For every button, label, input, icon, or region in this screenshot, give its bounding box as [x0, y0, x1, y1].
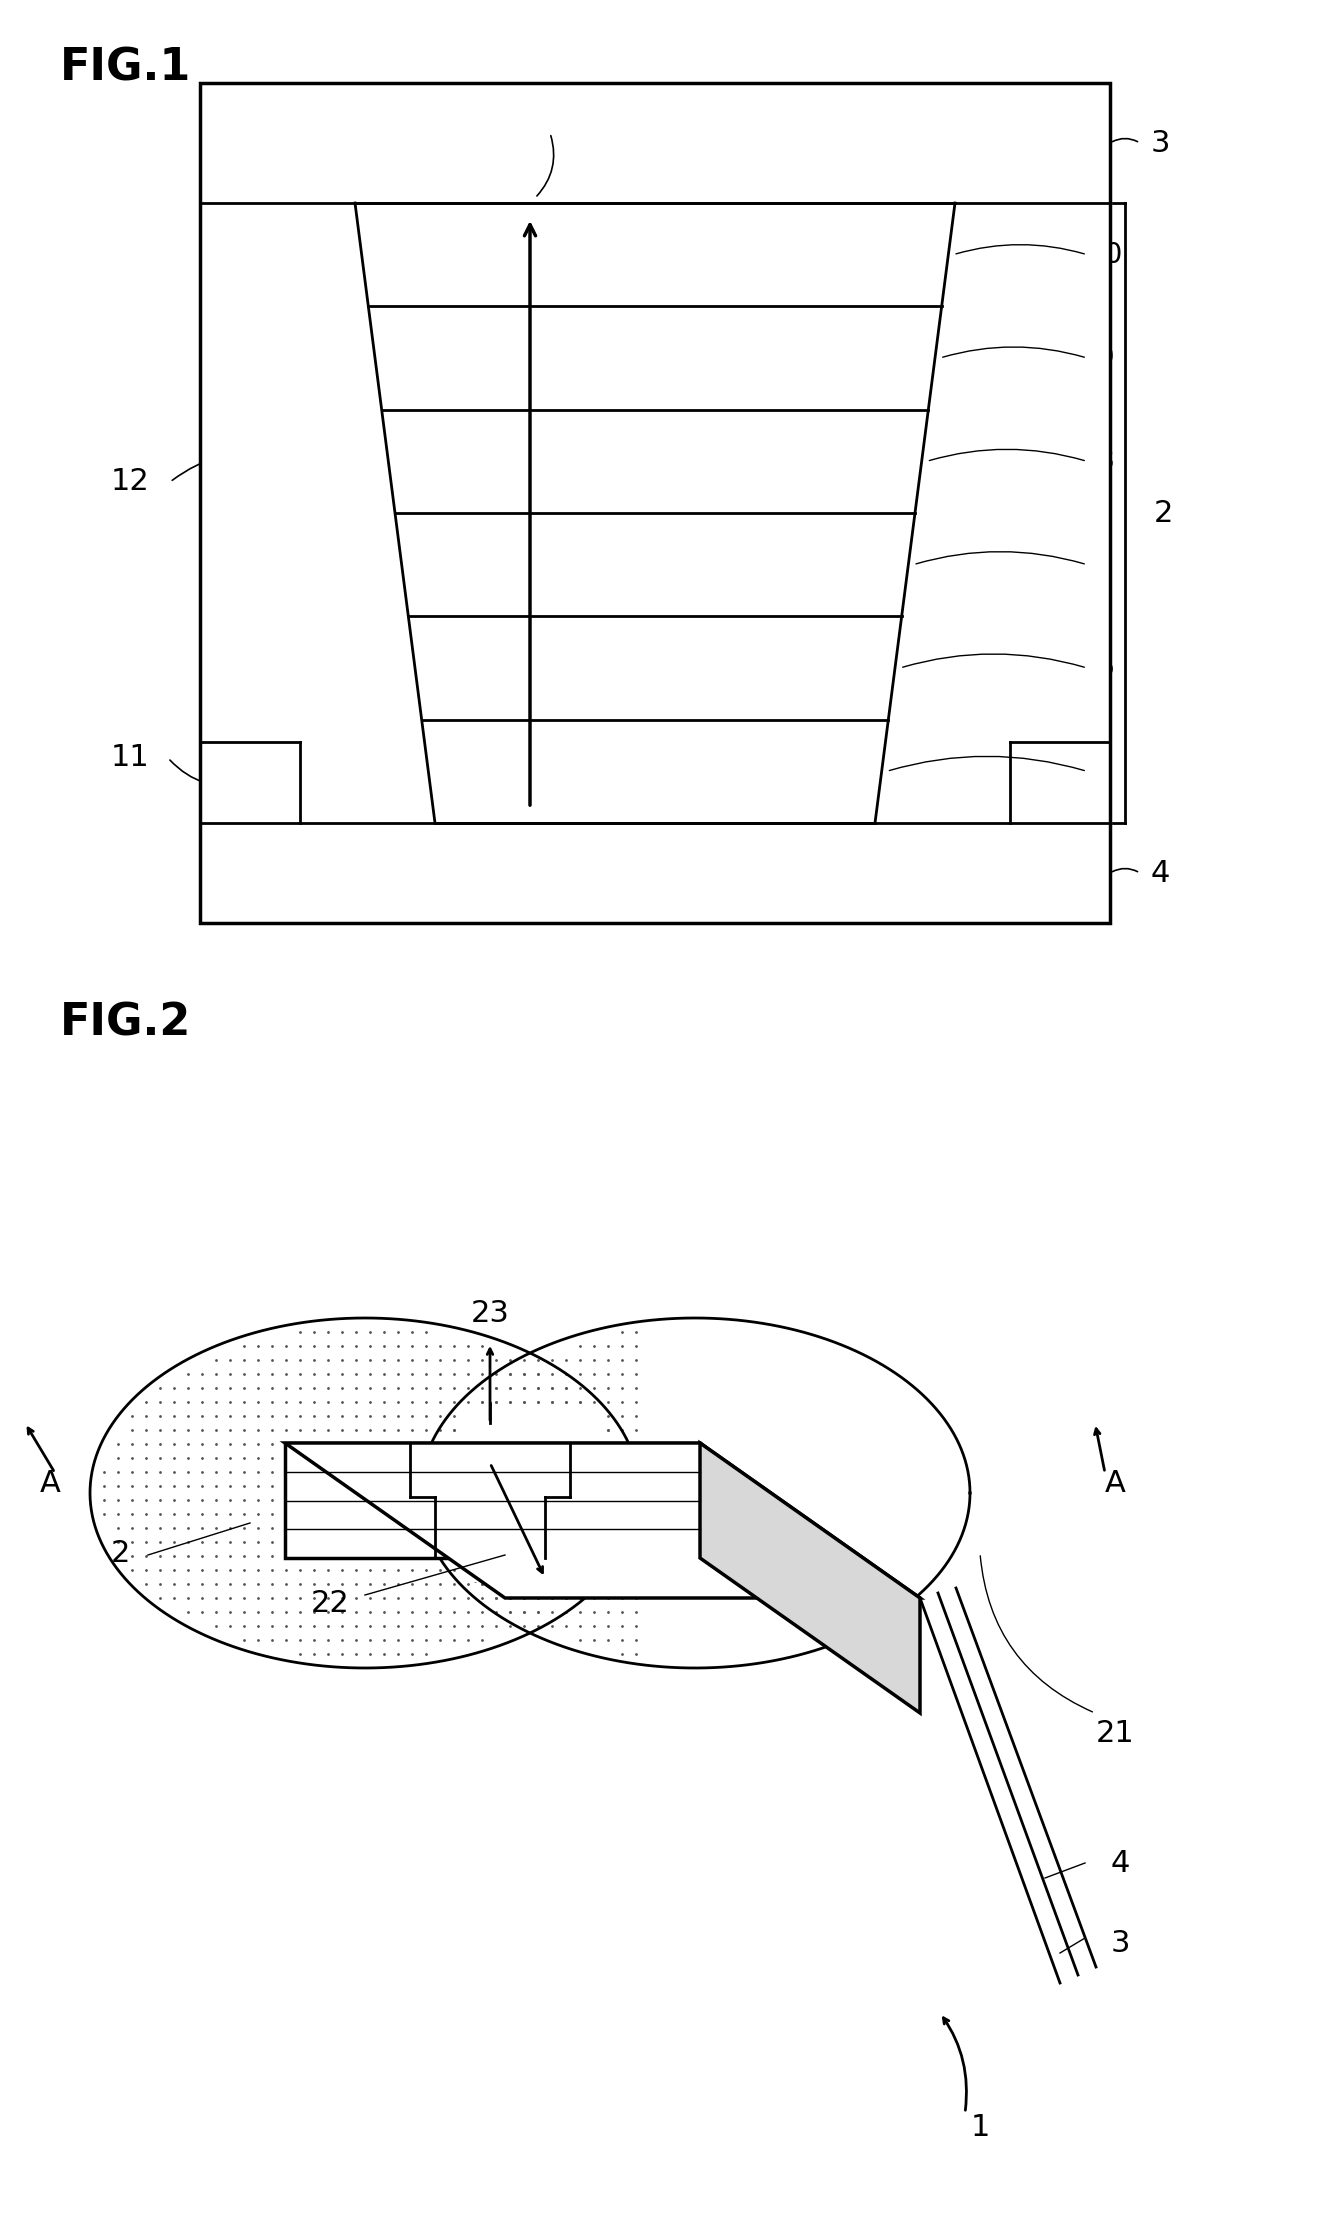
Text: 9: 9	[1096, 345, 1115, 371]
Text: 10: 10	[1088, 240, 1123, 269]
Text: 7: 7	[1096, 551, 1113, 578]
Text: 2: 2	[110, 1538, 130, 1567]
Text: 4: 4	[1111, 1850, 1129, 1878]
Text: 12: 12	[110, 467, 149, 496]
Text: 2: 2	[1153, 498, 1173, 527]
Polygon shape	[200, 82, 1111, 923]
Text: 22: 22	[531, 98, 569, 127]
Text: 22: 22	[311, 1589, 350, 1618]
Polygon shape	[700, 1443, 920, 1714]
Text: 6: 6	[1096, 654, 1113, 682]
Text: FIG.1: FIG.1	[60, 47, 192, 89]
Polygon shape	[456, 1405, 604, 1581]
Text: 8: 8	[1096, 447, 1113, 476]
Polygon shape	[285, 1443, 700, 1558]
Text: 21: 21	[1096, 1718, 1134, 1747]
Text: 4: 4	[1150, 858, 1169, 887]
Polygon shape	[285, 1443, 920, 1598]
Text: 5: 5	[1096, 758, 1113, 785]
Text: 23: 23	[471, 1298, 509, 1327]
Text: 3: 3	[1111, 1930, 1129, 1958]
Text: A: A	[1104, 1469, 1125, 1498]
Text: 11: 11	[110, 742, 149, 774]
Text: FIG.2: FIG.2	[60, 1003, 192, 1045]
Text: A: A	[40, 1469, 60, 1498]
Text: 1: 1	[971, 2114, 990, 2143]
Text: 3: 3	[1150, 129, 1170, 158]
